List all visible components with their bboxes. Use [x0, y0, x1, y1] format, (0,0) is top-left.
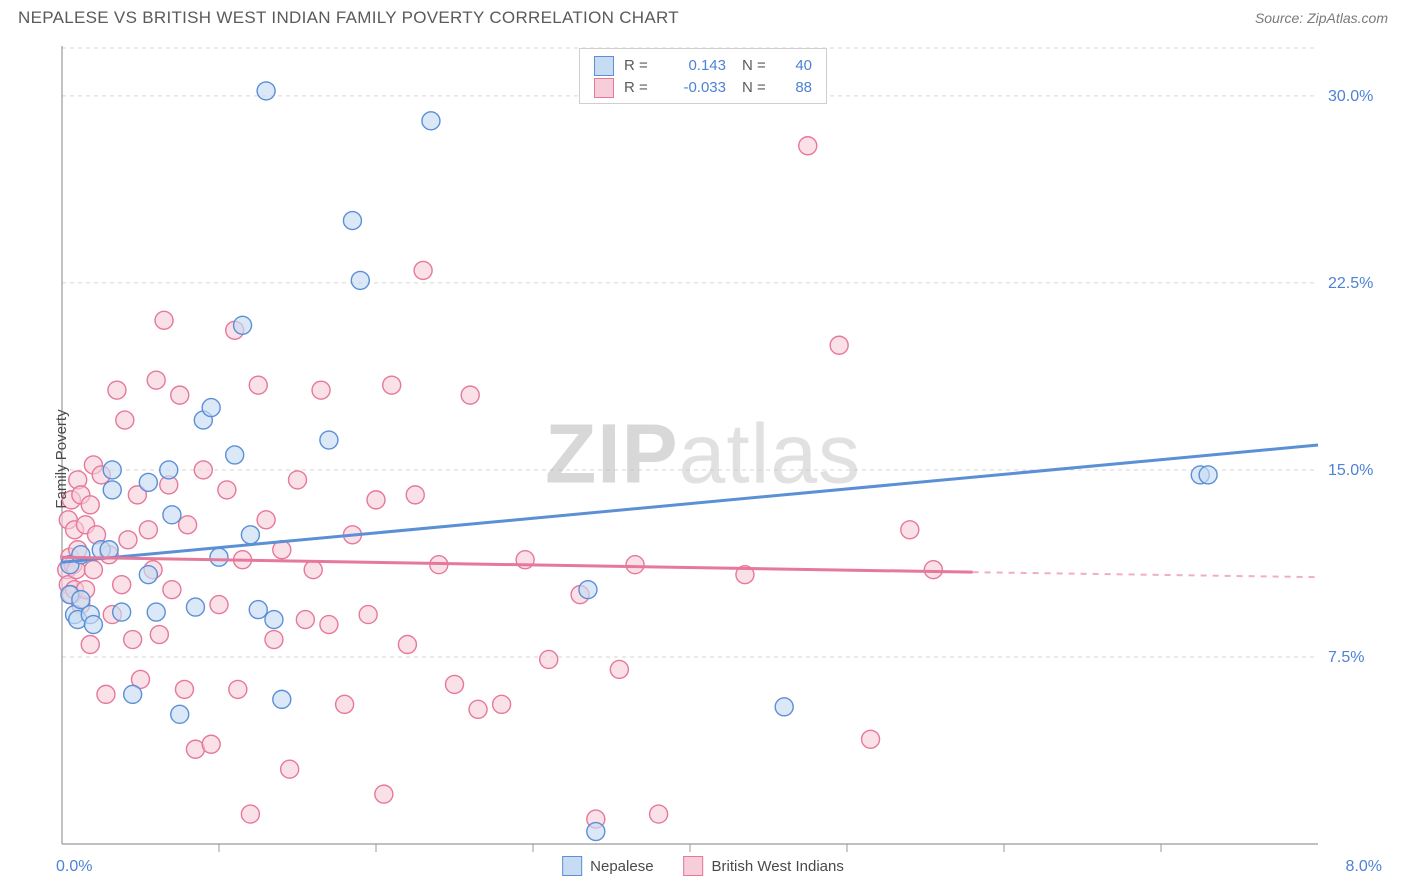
- correlation-legend: R = 0.143 N = 40 R = -0.033 N = 88: [579, 48, 827, 104]
- chart-title: NEPALESE VS BRITISH WEST INDIAN FAMILY P…: [18, 8, 679, 28]
- n-label: N =: [742, 77, 772, 99]
- chart-area: Family Poverty ZIPatlas 7.5%15.0%22.5%30…: [18, 40, 1388, 878]
- swatch-a-icon: [562, 856, 582, 876]
- series-legend: Nepalese British West Indians: [562, 856, 844, 876]
- n-value-a: 40: [782, 55, 812, 77]
- n-value-b: 88: [782, 77, 812, 99]
- scatter-chart: 7.5% 15.0% 22.5% 30.0%: [18, 40, 1388, 878]
- swatch-b: [594, 78, 614, 98]
- x-axis-max: 8.0%: [1346, 858, 1382, 876]
- r-label: R =: [624, 55, 656, 77]
- swatch-b-icon: [684, 856, 704, 876]
- swatch-a: [594, 56, 614, 76]
- legend-label-a: Nepalese: [590, 858, 653, 875]
- svg-text:22.5%: 22.5%: [1328, 275, 1373, 292]
- svg-text:15.0%: 15.0%: [1328, 462, 1373, 479]
- x-axis-min: 0.0%: [56, 858, 92, 876]
- source-label: Source: ZipAtlas.com: [1255, 10, 1388, 26]
- svg-text:30.0%: 30.0%: [1328, 88, 1373, 105]
- svg-text:7.5%: 7.5%: [1328, 649, 1364, 666]
- n-label: N =: [742, 55, 772, 77]
- r-value-a: 0.143: [666, 55, 726, 77]
- legend-row-b: R = -0.033 N = 88: [594, 77, 812, 99]
- legend-item-a: Nepalese: [562, 856, 653, 876]
- r-label: R =: [624, 77, 656, 99]
- y-axis-label: Family Poverty: [53, 409, 70, 508]
- legend-item-b: British West Indians: [684, 856, 844, 876]
- r-value-b: -0.033: [666, 77, 726, 99]
- legend-label-b: British West Indians: [712, 858, 844, 875]
- legend-row-a: R = 0.143 N = 40: [594, 55, 812, 77]
